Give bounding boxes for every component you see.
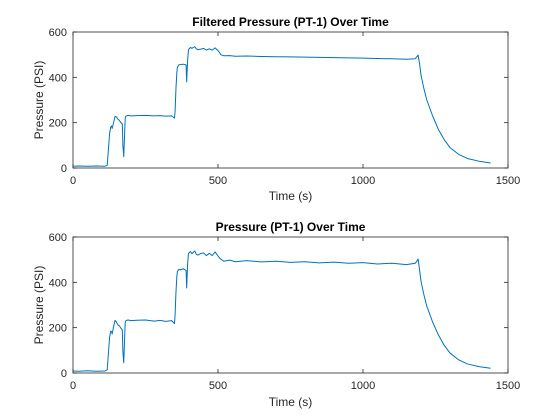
y-axis-label: Pressure (PSI) — [32, 266, 46, 345]
x-tick-label: 1500 — [496, 175, 520, 187]
y-tick-label: 600 — [49, 27, 67, 39]
x-tick-label: 0 — [70, 175, 76, 187]
x-tick-label: 1000 — [351, 380, 375, 392]
x-tick-label: 0 — [70, 380, 76, 392]
x-axis-label: Time (s) — [269, 189, 313, 203]
plot-area — [72, 236, 509, 374]
x-tick-label: 500 — [209, 380, 227, 392]
y-tick-label: 200 — [49, 118, 67, 130]
plot-area — [72, 31, 509, 169]
y-tick-label: 600 — [49, 232, 67, 244]
chart-pressure: Pressure (PT-1) Over Time Time (s) Press… — [32, 220, 520, 409]
chart-title: Pressure (PT-1) Over Time — [216, 220, 366, 234]
x-tick-label: 1000 — [351, 175, 375, 187]
y-tick-label: 200 — [49, 323, 67, 335]
y-tick-label: 400 — [49, 72, 67, 84]
chart-title: Filtered Pressure (PT-1) Over Time — [192, 15, 389, 29]
series-line — [72, 250, 491, 372]
y-tick-label: 400 — [49, 277, 67, 289]
y-axis-label: Pressure (PSI) — [32, 61, 46, 140]
x-tick-label: 500 — [209, 175, 227, 187]
chart-filtered-pressure: Filtered Pressure (PT-1) Over Time Time … — [32, 15, 520, 203]
x-tick-label: 1500 — [496, 380, 520, 392]
x-axis-label: Time (s) — [269, 395, 313, 409]
y-tick-label: 0 — [61, 163, 67, 175]
series-line — [72, 46, 491, 167]
y-tick-label: 0 — [61, 368, 67, 380]
